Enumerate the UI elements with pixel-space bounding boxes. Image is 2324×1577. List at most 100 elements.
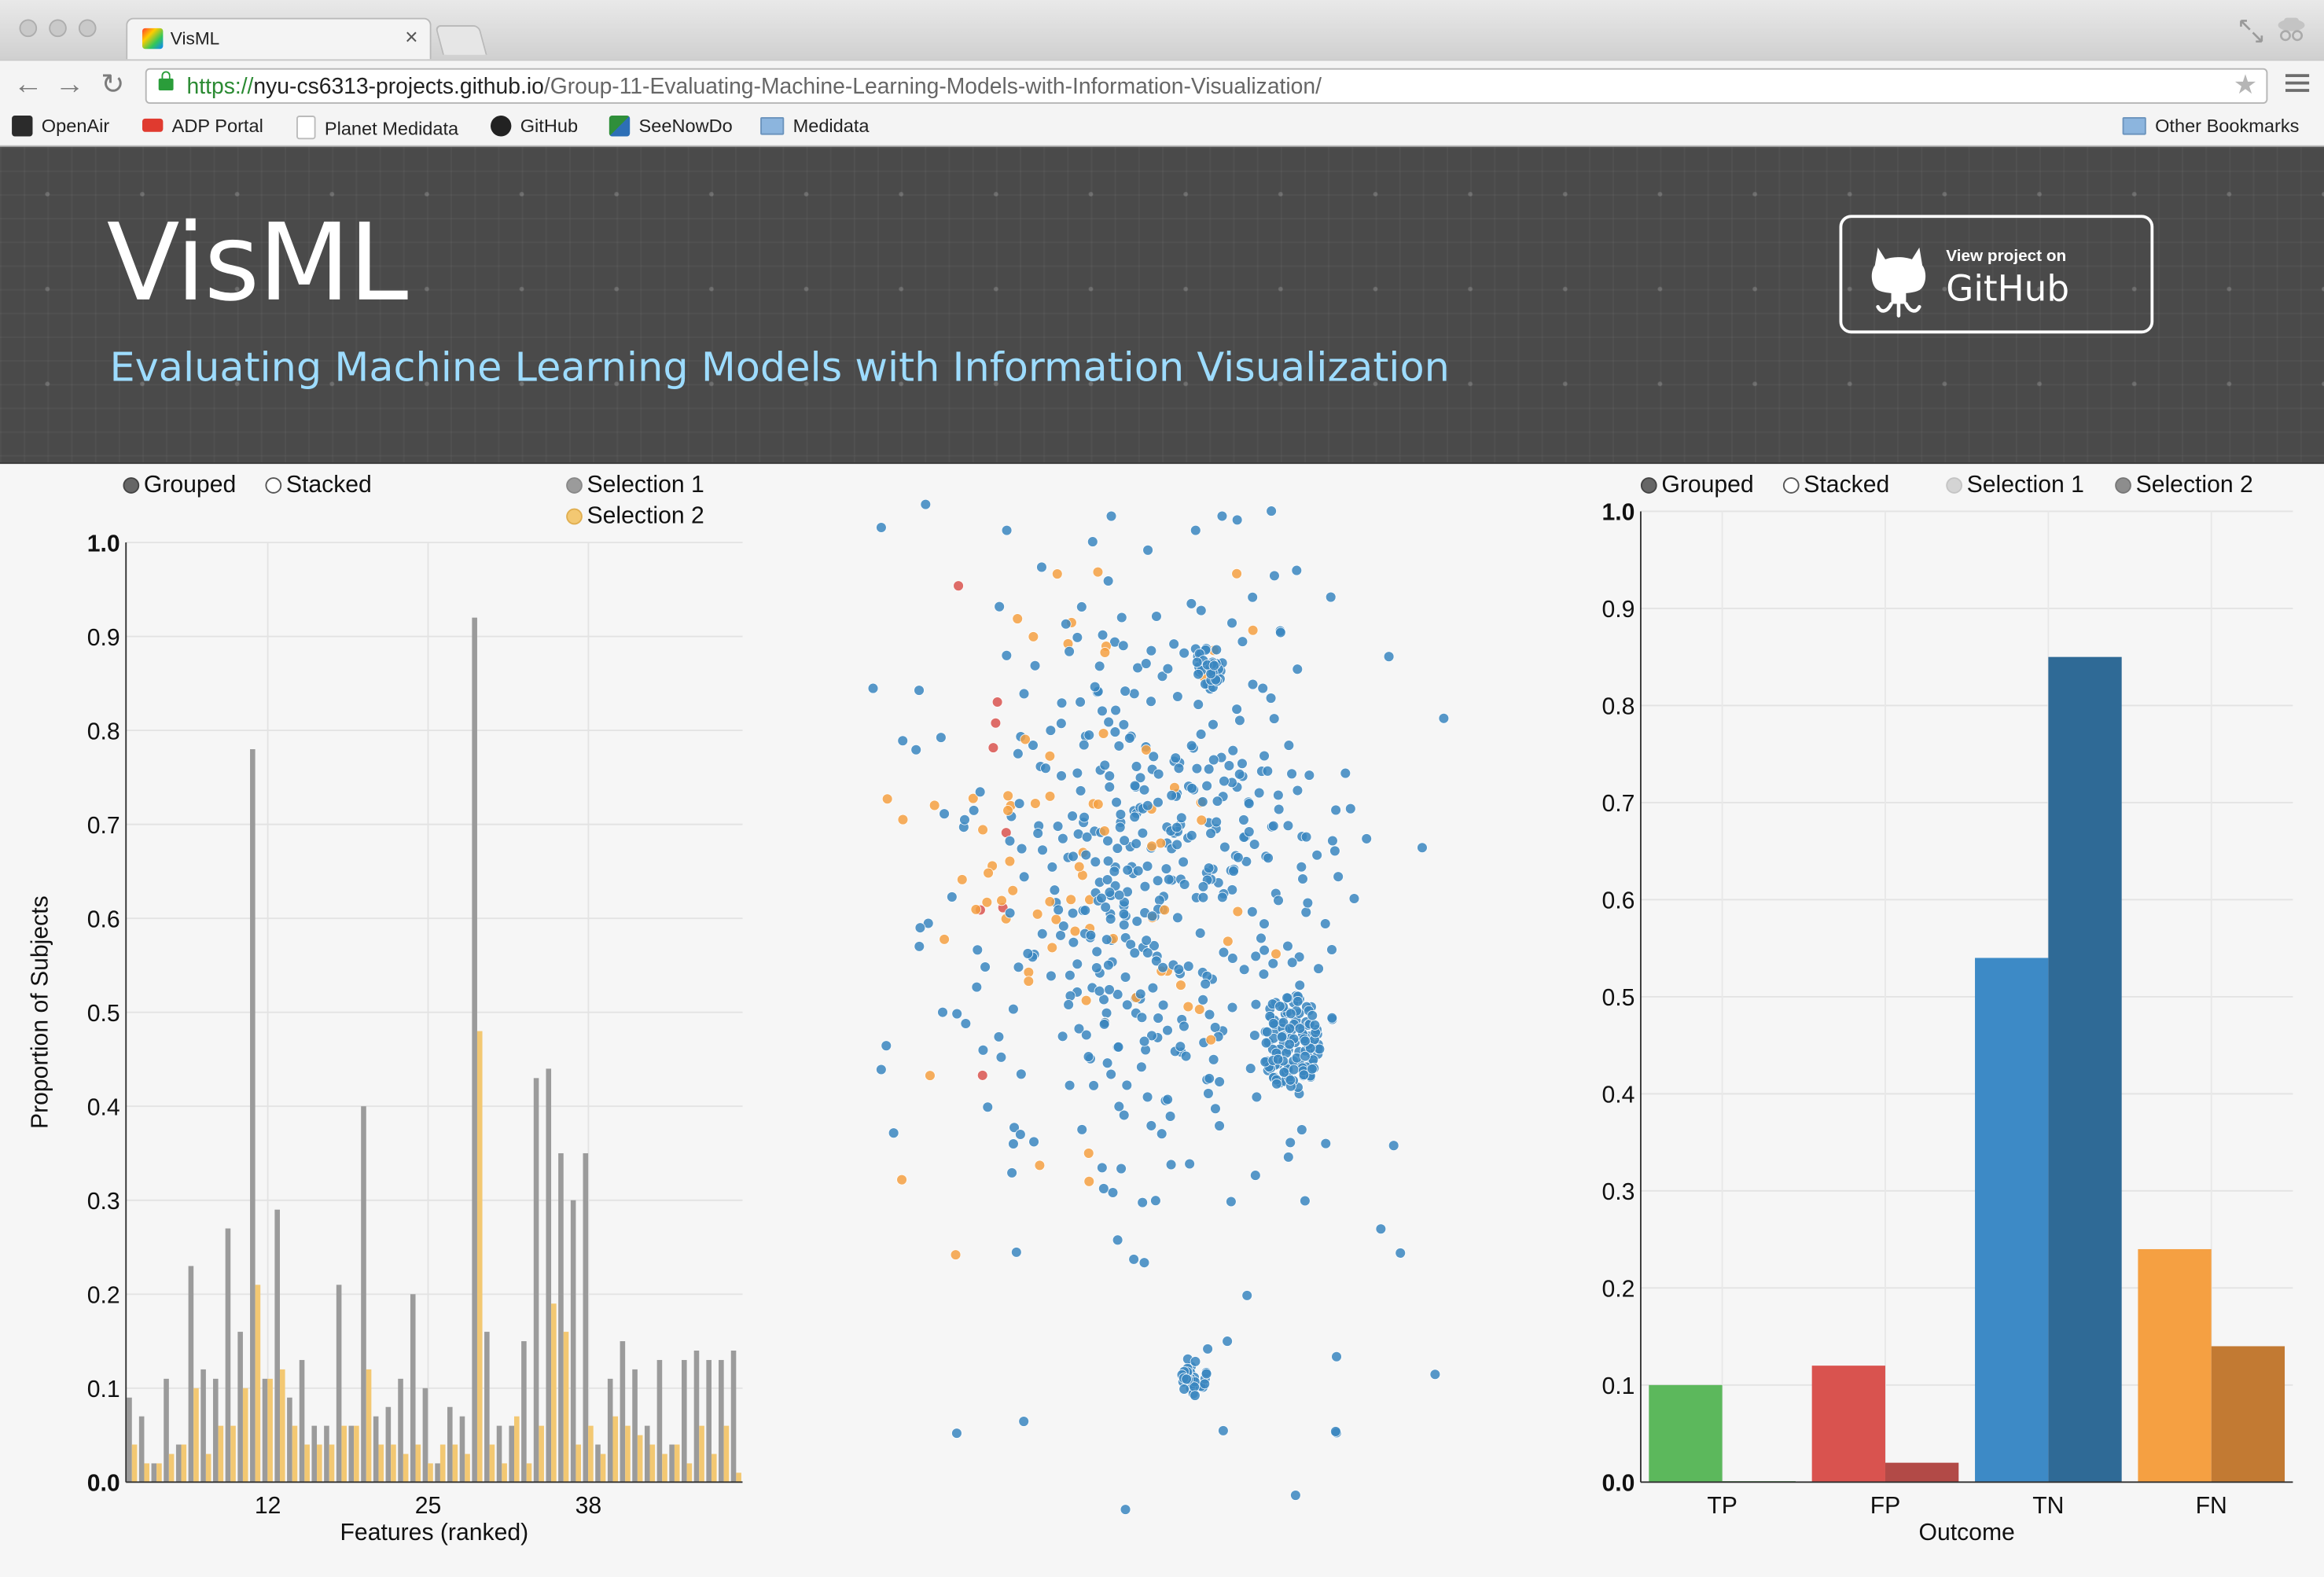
scatter-point[interactable] [1243, 826, 1255, 837]
scatter-point[interactable] [1388, 1140, 1399, 1151]
scatter-point[interactable] [1136, 1061, 1147, 1073]
scatter-point[interactable] [867, 682, 879, 694]
scatter-point[interactable] [1141, 744, 1152, 755]
bar-selection-2[interactable] [723, 1425, 730, 1483]
scatter-point[interactable] [1176, 812, 1187, 824]
scatter-point[interactable] [1067, 907, 1079, 919]
scatter-point[interactable] [1300, 1035, 1311, 1047]
scatter-point[interactable] [1175, 980, 1186, 991]
zoom-window-button[interactable] [78, 19, 97, 38]
bar-selection-1[interactable] [521, 1341, 527, 1483]
scatter-point[interactable] [1238, 964, 1250, 976]
scatter-point[interactable] [1305, 1042, 1316, 1054]
scatter-point[interactable] [1186, 740, 1197, 752]
scatter-point[interactable] [1100, 902, 1111, 913]
scatter-point[interactable] [1128, 1254, 1139, 1265]
scatter-point[interactable] [1190, 1356, 1201, 1367]
scatter-point[interactable] [1145, 1120, 1157, 1131]
scatter-point[interactable] [1109, 726, 1121, 737]
bar-selection-2[interactable] [649, 1444, 656, 1483]
bar-selection-2[interactable] [489, 1444, 495, 1483]
scatter-point[interactable] [1121, 999, 1133, 1011]
bar-selection-2[interactable] [625, 1425, 631, 1483]
bar-selection-2[interactable] [575, 1444, 582, 1483]
scatter-point[interactable] [1072, 767, 1083, 779]
scatter-point[interactable] [1284, 1038, 1295, 1050]
tab-visml[interactable]: VisML × [126, 17, 432, 60]
bar-selection-2[interactable] [600, 1454, 606, 1483]
bar-selection-1[interactable] [719, 1359, 724, 1483]
scatter-point[interactable] [1098, 728, 1109, 739]
scatter-point[interactable] [1197, 891, 1209, 903]
scatter-point[interactable] [1262, 766, 1274, 777]
scatter-point[interactable] [1282, 940, 1293, 952]
scatter-point[interactable] [1023, 976, 1035, 987]
scatter-point[interactable] [977, 824, 988, 836]
scatter-point[interactable] [1116, 612, 1127, 623]
scatter-point[interactable] [1327, 835, 1338, 847]
scatter-point[interactable] [1120, 972, 1131, 983]
bar-selection-1[interactable] [410, 1294, 416, 1483]
scatter-point[interactable] [1129, 780, 1141, 792]
scatter-point[interactable] [1065, 969, 1076, 981]
scatter-point[interactable] [953, 580, 964, 591]
scatter-point[interactable] [1193, 699, 1204, 710]
scatter-point[interactable] [1329, 845, 1340, 857]
scatter-point[interactable] [1307, 1009, 1318, 1021]
bar-selection-1[interactable] [546, 1068, 552, 1483]
scatter-point[interactable] [1037, 844, 1048, 856]
bar-selection-2[interactable] [662, 1454, 667, 1483]
scatter-point[interactable] [1097, 705, 1108, 717]
view-on-github-button[interactable]: View project on GitHub [1839, 215, 2154, 334]
bookmark-seenowdo[interactable]: SeeNowDo [609, 116, 733, 137]
scatter-point[interactable] [1330, 804, 1341, 816]
bar-selection-1[interactable] [656, 1359, 663, 1483]
scatter-point[interactable] [1068, 851, 1079, 862]
scatter-point[interactable] [1120, 686, 1131, 697]
scatter-point[interactable] [1228, 866, 1239, 877]
scatter-point[interactable] [1214, 1120, 1225, 1131]
bar-selection-2[interactable] [304, 1444, 310, 1483]
scatter-point[interactable] [1080, 849, 1092, 861]
scatter-point[interactable] [1087, 536, 1098, 547]
scatter-point[interactable] [1296, 861, 1307, 873]
scatter-point[interactable] [1092, 566, 1104, 578]
scatter-point[interactable] [1151, 611, 1162, 622]
scatter-point[interactable] [987, 742, 999, 753]
bar-selection-2[interactable] [391, 1444, 396, 1483]
scatter-point[interactable] [1164, 1111, 1176, 1122]
scatter-point[interactable] [1147, 982, 1159, 994]
scatter-point[interactable] [1022, 948, 1034, 959]
bar-selection-1[interactable] [607, 1378, 613, 1483]
scatter-point[interactable] [1118, 919, 1130, 931]
scatter-point[interactable] [1101, 1057, 1113, 1068]
scatter-point[interactable] [1107, 1187, 1119, 1198]
scatter-point[interactable] [1032, 828, 1043, 839]
scatter-point[interactable] [1057, 1031, 1068, 1042]
scatter-point[interactable] [1013, 748, 1024, 759]
scatter-point[interactable] [1285, 1137, 1296, 1149]
scatter-point[interactable] [1023, 966, 1035, 978]
scatter-point[interactable] [1154, 895, 1165, 906]
bookmark-github[interactable]: GitHub [491, 116, 578, 137]
bar-selection-1[interactable] [644, 1425, 650, 1483]
left-grouped-radio[interactable]: Grouped [123, 472, 236, 499]
scatter-point[interactable] [1201, 1368, 1212, 1380]
scatter-point[interactable] [1002, 805, 1013, 816]
scatter-point[interactable] [1104, 781, 1116, 792]
scatter-point[interactable] [1311, 849, 1322, 861]
scatter-point[interactable] [1102, 835, 1113, 847]
bar-selection-1[interactable] [175, 1444, 182, 1483]
menu-icon[interactable] [2285, 74, 2310, 94]
scatter-point[interactable] [1191, 656, 1203, 668]
bar-selection-2[interactable] [699, 1425, 704, 1483]
bar-selection-2[interactable] [156, 1463, 162, 1483]
bar-selection-1[interactable] [509, 1425, 515, 1483]
bar-selection-2[interactable] [588, 1425, 594, 1483]
scatter-point[interactable] [1030, 798, 1041, 809]
scatter-point[interactable] [1073, 861, 1085, 873]
scatter-point[interactable] [1142, 947, 1153, 958]
scatter-point[interactable] [1149, 940, 1160, 951]
scatter-point[interactable] [1056, 770, 1067, 781]
scatter-point[interactable] [1184, 1158, 1195, 1170]
